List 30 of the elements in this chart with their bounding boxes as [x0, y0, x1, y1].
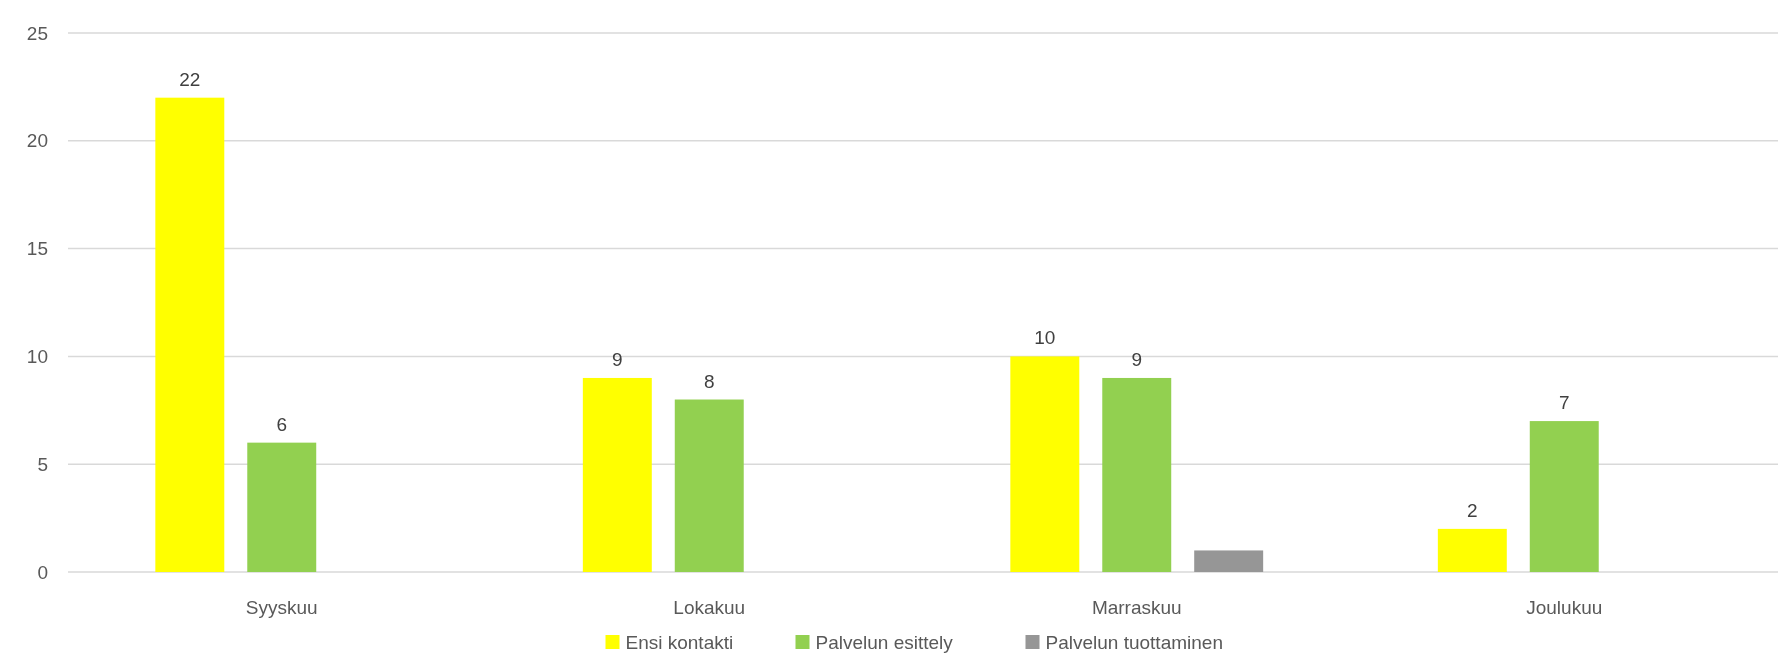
bar [1194, 550, 1264, 572]
x-tick-label: Joulukuu [1526, 597, 1603, 618]
x-tick-label: Lokakuu [673, 597, 746, 618]
x-tick-label: Syyskuu [245, 597, 318, 618]
data-label: 6 [276, 413, 288, 435]
bar [1529, 421, 1599, 572]
legend-label: Palvelun esittely [815, 631, 954, 653]
legend-label: Palvelun tuottaminen [1045, 631, 1223, 653]
data-label: 7 [1558, 392, 1570, 414]
y-tick-label: 25 [26, 22, 48, 44]
legend-label: Ensi kontakti [625, 631, 734, 653]
y-tick-label: 20 [26, 130, 48, 152]
bar [1437, 528, 1507, 572]
x-tick-label: Marraskuu [1091, 597, 1182, 618]
data-label: 8 [703, 370, 715, 392]
y-tick-label: 0 [37, 561, 48, 583]
bar [1010, 356, 1080, 572]
bar [155, 97, 225, 572]
bar [674, 399, 744, 572]
data-label: 2 [1467, 499, 1478, 521]
data-label: 9 [1131, 348, 1143, 370]
data-label: 22 [179, 68, 201, 90]
data-label: 10 [1034, 327, 1056, 349]
bar [247, 442, 317, 572]
y-tick-label: 15 [26, 238, 48, 260]
data-label: 9 [612, 348, 623, 370]
y-tick-label: 5 [37, 453, 48, 475]
y-tick-label: 10 [26, 346, 48, 368]
bar [1102, 377, 1172, 572]
bar [582, 377, 652, 572]
